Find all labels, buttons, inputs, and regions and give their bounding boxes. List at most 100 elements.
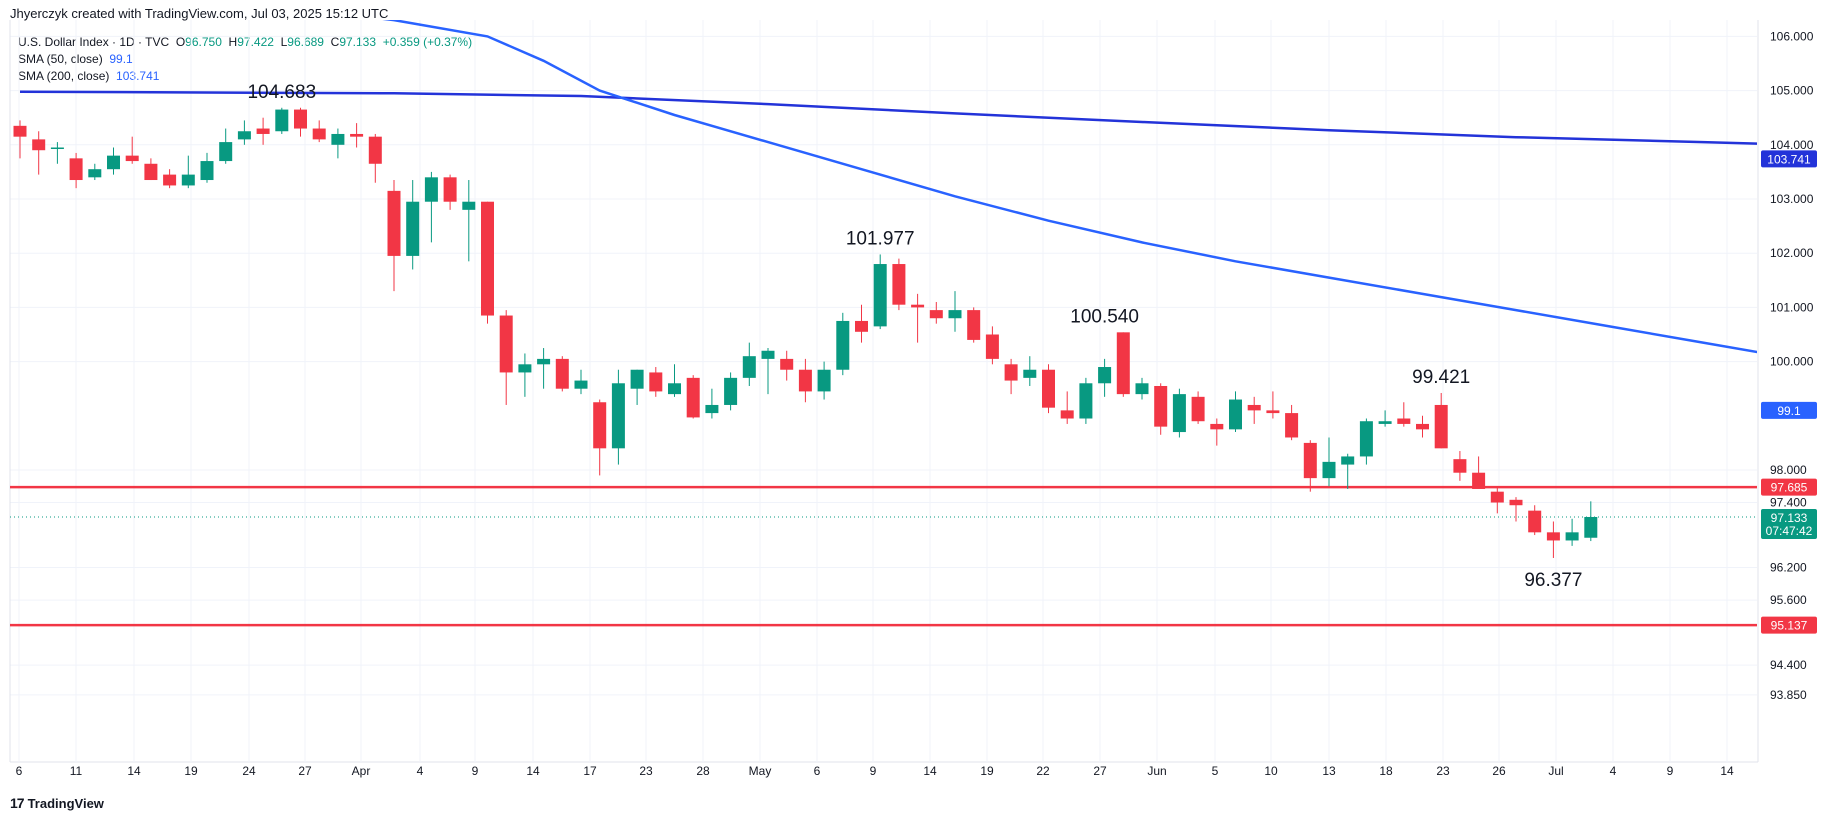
candle xyxy=(518,353,532,397)
x-tick-label: 27 xyxy=(1093,764,1107,778)
candle-body xyxy=(13,125,27,137)
candle-body xyxy=(1098,367,1112,384)
x-tick-label: 14 xyxy=(923,764,937,778)
open-label: O xyxy=(175,35,186,49)
candle xyxy=(350,123,364,148)
candle xyxy=(985,326,999,365)
candle xyxy=(88,163,102,181)
candle-body xyxy=(724,377,738,405)
candle-body xyxy=(294,109,307,129)
candle-body xyxy=(32,139,46,151)
candle xyxy=(1416,415,1429,438)
candle-body xyxy=(668,383,681,395)
x-tick-label: 9 xyxy=(870,764,877,778)
x-tick-label: 13 xyxy=(1322,764,1336,778)
y-tick-label: 96.200 xyxy=(1770,561,1807,575)
candle xyxy=(443,174,457,210)
x-tick-label: Apr xyxy=(352,764,371,778)
candle-body xyxy=(855,320,868,332)
candle xyxy=(219,128,233,164)
candle xyxy=(1154,383,1168,435)
candle-body xyxy=(200,161,214,181)
candle-body xyxy=(1453,459,1467,473)
sma50-line xyxy=(382,20,1757,354)
candle xyxy=(1116,332,1130,397)
candle xyxy=(1434,392,1448,449)
x-tick-label: 17 xyxy=(583,764,597,778)
x-tick-label: Jul xyxy=(1548,764,1563,778)
candle-body xyxy=(518,364,532,373)
candle xyxy=(50,142,64,164)
candle xyxy=(1060,391,1074,424)
support-price-tag-text: 95.137 xyxy=(1771,619,1808,633)
candle-body xyxy=(1004,364,1018,381)
change-value: +0.359 (+0.37%) xyxy=(382,35,473,49)
x-tick-label: 18 xyxy=(1379,764,1393,778)
candle xyxy=(368,133,382,183)
candle xyxy=(144,158,158,181)
candle-body xyxy=(1172,394,1186,433)
candle-body xyxy=(1079,383,1093,419)
x-tick-label: Jun xyxy=(1147,764,1166,778)
candle xyxy=(1565,518,1579,546)
candle-body xyxy=(761,350,775,359)
close-label: C xyxy=(330,35,340,49)
x-tick-label: 10 xyxy=(1264,764,1278,778)
candle xyxy=(1247,396,1261,424)
candle xyxy=(817,361,831,400)
candle-body xyxy=(275,109,289,132)
candle-body xyxy=(593,402,607,449)
tradingview-logo[interactable]: 17 TradingView xyxy=(10,795,104,811)
x-tick-label: 14 xyxy=(127,764,141,778)
candle-body xyxy=(537,358,551,365)
x-tick-label: 5 xyxy=(1212,764,1219,778)
candle xyxy=(1341,453,1355,489)
candle-body xyxy=(1023,369,1037,378)
symbol-title[interactable]: U.S. Dollar Index · 1D · TVC xyxy=(18,35,170,49)
sma50-price-tag-bg xyxy=(1761,401,1817,419)
close-value: 97.133 xyxy=(339,35,377,49)
sma200-price-tag-bg xyxy=(1761,150,1817,168)
candle-body xyxy=(1285,413,1299,438)
candle-body xyxy=(368,136,382,164)
x-tick-label: 22 xyxy=(1036,764,1050,778)
legend-sma200-row[interactable]: SMA (200, close) 103.741 xyxy=(18,68,472,85)
y-tick-label: 101.000 xyxy=(1770,300,1814,314)
sma200-price-tag-text: 103.741 xyxy=(1767,152,1811,166)
candle-body xyxy=(1565,532,1579,541)
candle xyxy=(1453,451,1467,481)
candle-body xyxy=(1116,332,1130,395)
sma50-price-tag-text: 99.1 xyxy=(1777,404,1801,418)
candle xyxy=(1210,418,1224,446)
candle-body xyxy=(1266,410,1280,414)
candle xyxy=(200,152,214,183)
candle xyxy=(836,312,850,376)
candle xyxy=(948,291,962,332)
candle-body xyxy=(911,304,925,308)
candle xyxy=(761,348,775,395)
price-annotation: 99.421 xyxy=(1412,367,1470,388)
candle-body xyxy=(798,369,812,392)
candle xyxy=(331,128,345,159)
candle xyxy=(593,399,607,476)
last-price-tag-text: 97.133 xyxy=(1771,511,1808,525)
candle xyxy=(1490,486,1504,514)
candle-body xyxy=(462,201,476,210)
candle xyxy=(107,147,120,175)
legend-sma50-row[interactable]: SMA (50, close) 99.1 xyxy=(18,51,472,68)
candle xyxy=(630,369,644,405)
x-tick-label: 4 xyxy=(1610,764,1617,778)
candle-body xyxy=(1378,421,1392,424)
y-tick-label: 105.000 xyxy=(1770,84,1814,98)
candle xyxy=(406,180,420,270)
candle-body xyxy=(1528,510,1542,533)
candle-body xyxy=(256,128,270,134)
candle-body xyxy=(836,320,850,370)
x-tick-label: 14 xyxy=(1720,764,1734,778)
low-value: 96.689 xyxy=(287,35,324,49)
price-annotation: 96.377 xyxy=(1524,570,1582,591)
candle xyxy=(686,375,700,419)
candle xyxy=(1528,505,1542,536)
x-tick-label: 23 xyxy=(639,764,653,778)
